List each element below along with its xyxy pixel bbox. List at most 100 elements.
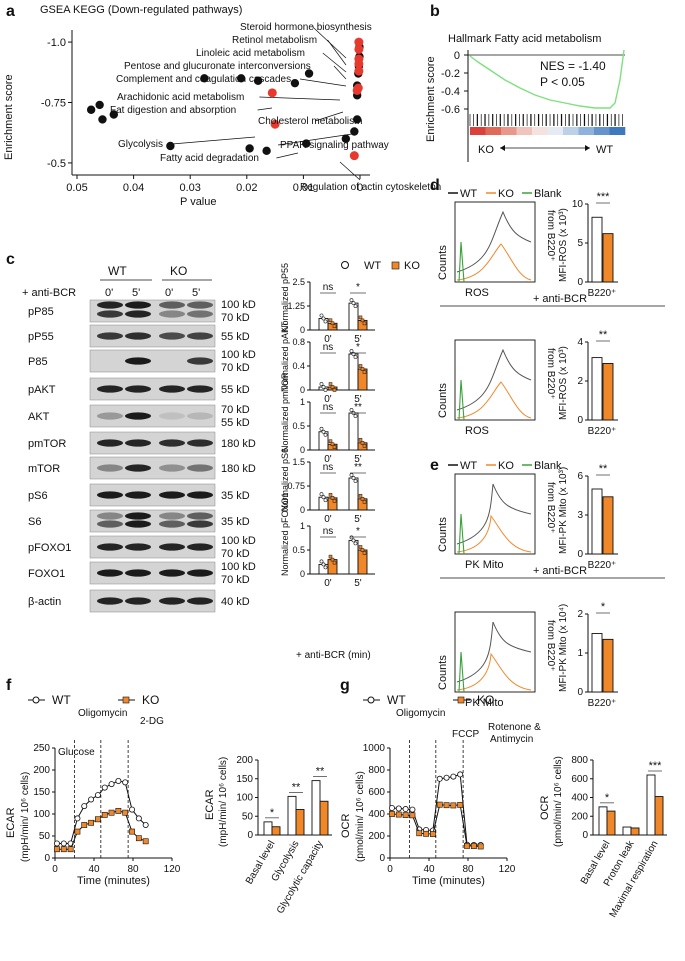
bar-stat: ** [316,766,325,778]
trace-point-ko [129,828,135,835]
bar-yunit: (mpH/min/ 10⁶ cells) [218,757,229,847]
mfi-stat: ** [599,329,608,341]
panel-a-point-red [354,59,364,69]
mfi-ytick-label: 3 [577,510,583,521]
quant-ytick-label: 1 [300,397,305,407]
bar-ytick-label: 800 [571,755,588,766]
quant-xtick-label: 5' [354,334,362,345]
trace-point-wt [74,815,81,822]
histogram-wt [456,348,532,411]
quant-dot-wt [319,313,324,318]
quant-dot-ko [328,318,333,323]
legend-wt-marker [367,696,375,704]
blot-label-pAKT: pAKT [28,384,56,396]
panel-b-nes: NES = -1.40 [540,59,606,73]
panel-a-xtick-label: 0 [357,182,363,194]
panel-a-xtick-label: 0.03 [179,182,200,194]
panel-label-g: g [340,677,350,694]
histogram-ko [456,652,532,691]
panel-a-annotations: Steroid hormone biosynthesis Retinol meta… [110,22,441,193]
legend-wt: WT [52,693,71,707]
panel-b-pvalue: P < 0.05 [540,75,585,89]
panel-b-es-curve [469,49,625,109]
blot-label-AKT: AKT [28,411,50,423]
blot-band [187,385,213,393]
mfi-category: B220⁺ [588,560,617,571]
injection-label: Rotenone & [488,722,541,733]
panel-a-point-red [353,83,363,93]
quant-xtick-label: 0' [324,394,332,405]
trace-point-ko [402,812,409,818]
mfi-bar-ko [602,496,614,555]
quant-bar-wt [348,539,359,575]
quant-dot-wt [319,426,324,431]
panel-c-group-ko: KO [170,264,187,278]
quant-ylabel: Normalized pP55 [280,263,290,332]
line-ytick-label: 1000 [363,743,386,754]
blot-band [97,301,123,309]
blot-membrane [89,456,216,480]
panel-a-point-red [354,66,364,76]
quant-dot-ko [358,545,363,549]
line-ytick-label: 600 [368,787,385,798]
panel-b-rank-segment [547,127,564,135]
panel-a-point-black [290,78,300,88]
quant-stat: * [356,526,360,537]
blot-band [125,385,151,393]
trace-point-ko [60,846,67,853]
blot-label-pP55: pP55 [28,331,54,343]
panel-a-point-red [270,119,280,129]
blot-band [97,569,123,577]
panel-a-point-black [352,115,362,124]
panel-b-right-label: WT [596,144,613,156]
quant-dot-wt [353,355,358,359]
quant-dot-wt [353,304,358,309]
mfi-ytick-label: 6 [577,471,583,482]
blot-band [159,412,185,420]
bar-ytick-label: 200 [236,755,253,766]
quant-dot-ko [360,548,365,552]
mfi-bar-wt [591,488,603,555]
panel-a-annotation: PPAR signaling pathway [280,140,389,151]
line-ytick-label: 200 [368,831,385,842]
panel-a-annotation: Complement and coagulation cascades [116,74,291,85]
blot-label-FOXO1: FOXO1 [28,568,65,580]
blot-band [159,464,185,472]
quant-bar-wt [348,353,359,391]
quant-ytick-label: 0 [300,445,305,455]
quant-stat: ** [354,462,362,473]
panel-a-leader-line [315,111,344,122]
line-ytick-label: 150 [33,787,50,798]
histogram-blank [458,513,465,555]
panel-a-leader-line [277,133,353,146]
trace-point-wt [53,840,60,847]
quant-ytick-label: 0.4 [292,361,305,371]
blot-band [97,439,123,447]
quant-dot-wt [321,562,326,567]
blot-band [125,357,151,365]
quant-dot-wt [349,535,354,540]
quant-dot-ko [362,551,367,555]
panel-a-annotation: Steroid hormone biosynthesis [240,22,372,33]
panels-f-g: WT KO 0 50 100 150 200 250 0 40 80 120 Time (minutes… [5,693,667,920]
histogram-gate-label: from B220⁺ [545,620,556,671]
blot-membrane [89,483,216,507]
quant-dot-wt [349,349,354,353]
panel-a-leader-line [171,136,256,145]
quant-dot-ko [328,439,333,443]
blot-label-mTOR: mTOR [28,463,60,475]
bar-stat: * [270,807,275,819]
panel-c-group-wt: WT [108,264,127,278]
quant-ylabel: Normalized pFOXO1 [280,492,290,576]
quant-dot-wt [319,382,324,386]
panel-a-leader-line [333,65,347,80]
panel-c-time-4: 5' [192,287,200,299]
blot-mw: 35 kD [221,516,250,528]
bar-wt [263,821,273,836]
panel-c-time-2: 5' [132,287,140,299]
mfi-ylabel: MFI-PK Mito (x 10³) [558,467,569,554]
line-xtick-label: 80 [127,864,139,875]
trace-point-ko [389,811,395,817]
panel-a-xtick-label: 0.01 [293,182,314,194]
